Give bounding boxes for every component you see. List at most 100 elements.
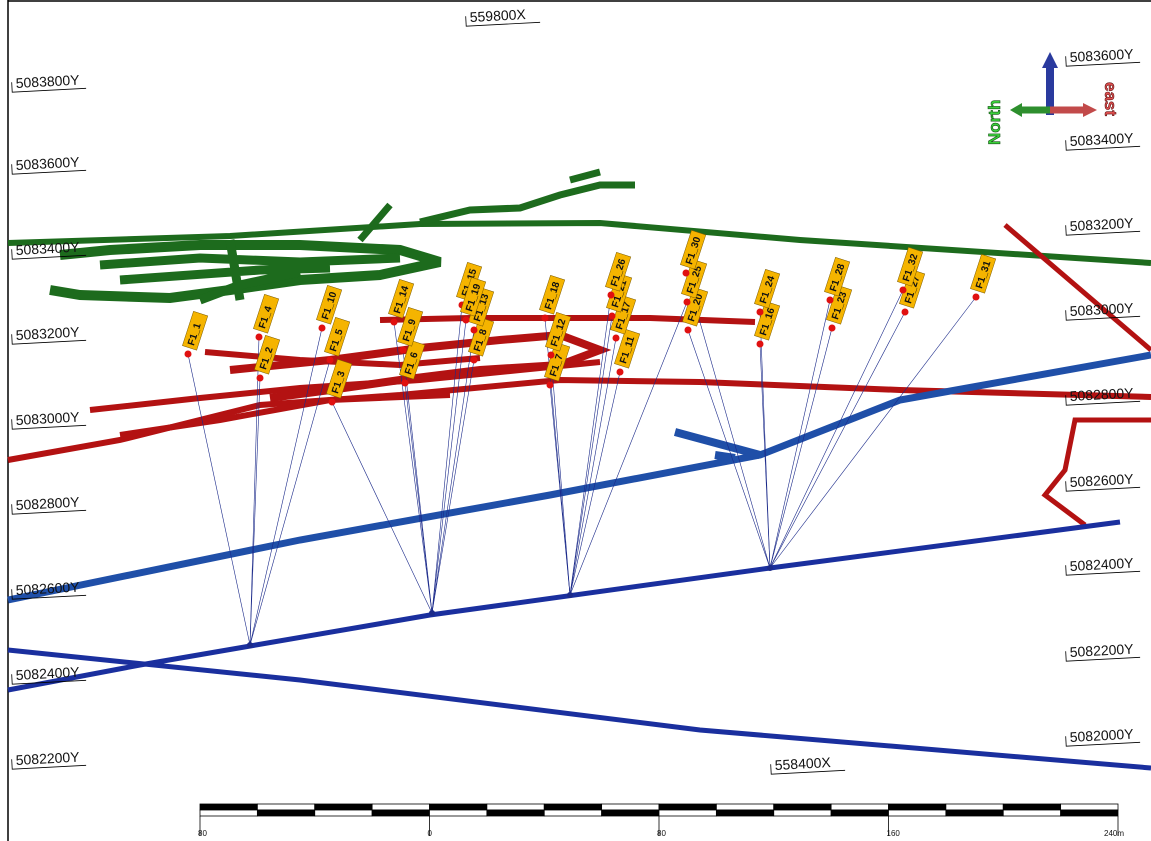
green-drift [7,219,1151,266]
green-drift [357,168,635,243]
grid-tick [11,674,87,685]
grid-tick [1065,225,1141,236]
stations: F1_1 F1_2 F1_3 F1_4 F1_5 F1_6 F1_7 F1_8 F1_9 F1_1… [182,229,997,406]
grid-label: 5083600Y [11,154,87,175]
grid-label-text: 5083400Y [15,239,80,258]
scale-segment [429,809,488,817]
grid-label: 5083000Y [11,409,87,430]
station-label: F1_2 [254,334,281,375]
grid-label: 5083200Y [1065,215,1141,236]
grid-label: 5082400Y [11,664,87,685]
collar [682,269,690,277]
scale-segment [601,803,660,811]
collar [899,286,907,294]
grid-label: 5083400Y [1065,130,1141,151]
collar [683,298,691,306]
label-box [539,274,566,315]
drill-station [767,565,773,571]
drill-hole [249,377,261,646]
label-box [544,341,571,382]
label-box [897,246,924,287]
grid-label: 5082600Y [11,579,87,600]
scale-segment [543,809,603,817]
drill-hole [569,315,613,596]
grid-label-text: 5082800Y [15,494,80,513]
scale-segment [486,803,545,811]
scale-segment [1002,809,1062,817]
label-box [254,334,281,375]
collar [612,334,620,342]
collar [608,312,616,320]
drill-hole [569,301,688,596]
scale-bar: 80 0 80 160 240m [198,803,1124,838]
station-label: F1_5 [324,316,351,357]
collar [756,308,764,316]
drill-hole [769,296,977,569]
grid-label-text: 5082800Y [1069,385,1134,404]
label-box [610,294,637,335]
red-drift [1003,223,1151,527]
grid-label: 558400X [770,754,846,775]
grid-label-text: 5082200Y [15,749,80,768]
grid-labels: 5083800Y 5083600Y 5083400Y 5083200Y 5083000Y… [11,6,1141,775]
grid-label: 5083200Y [11,324,87,345]
label-box [397,306,424,347]
scale-segment [256,803,316,811]
collar [470,356,478,364]
arrow [1010,103,1022,117]
red-drift [229,330,612,402]
label-box [824,256,851,297]
compass: North east [985,52,1120,145]
grid-tick [11,82,87,93]
drill-hole [769,299,831,569]
scale-segment [715,809,775,817]
collar [828,324,836,332]
drill-hole [569,294,612,596]
grid-label-text: 5082000Y [1069,726,1134,745]
grid-tick [1065,140,1141,151]
scale-segment [199,809,258,817]
drill-fans [187,272,977,648]
label-box [388,278,415,319]
label-box [468,316,495,357]
collar [972,293,980,301]
grid-tick [11,589,87,600]
drill-hole [249,327,323,646]
compass-north: North [985,100,1004,145]
drill-hole [393,321,433,614]
grid-label: 5082800Y [11,494,87,515]
drill-hole [431,359,475,614]
grid-tick [11,759,87,770]
collar [547,351,555,359]
grid-tick [770,764,846,775]
station-label: F1_24 [754,268,781,309]
scale-label: 80 [657,829,666,838]
grid-label-text: 5083000Y [15,409,80,428]
grid-label-text: 5082400Y [1069,555,1134,574]
label-box [970,253,997,294]
grid-label-text: 5083400Y [1069,130,1134,149]
drill-hole [431,329,475,614]
scale-segment [945,803,1004,811]
scale-segment [256,809,316,817]
grid-tick [1065,56,1141,67]
station-label: F1_3 [326,358,353,399]
station-label: F1_4 [253,293,280,334]
grid-tick [1065,481,1141,492]
grid-tick [11,504,87,515]
label-box [316,284,343,325]
scale-segment [658,803,717,811]
scale-segment [830,809,889,817]
collar [616,368,624,376]
label-box [754,300,781,341]
grid-label-text: 5082600Y [1069,471,1134,490]
station-label: F1_6 [399,339,426,380]
collar [390,318,398,326]
label-box [605,251,632,292]
red-drift [7,376,1151,463]
scale-segment [888,809,947,817]
grid-label: 5082400Y [1065,555,1141,576]
collar [326,356,334,364]
grid-label-text: 559800X [469,6,526,25]
drill-hole [187,353,251,646]
